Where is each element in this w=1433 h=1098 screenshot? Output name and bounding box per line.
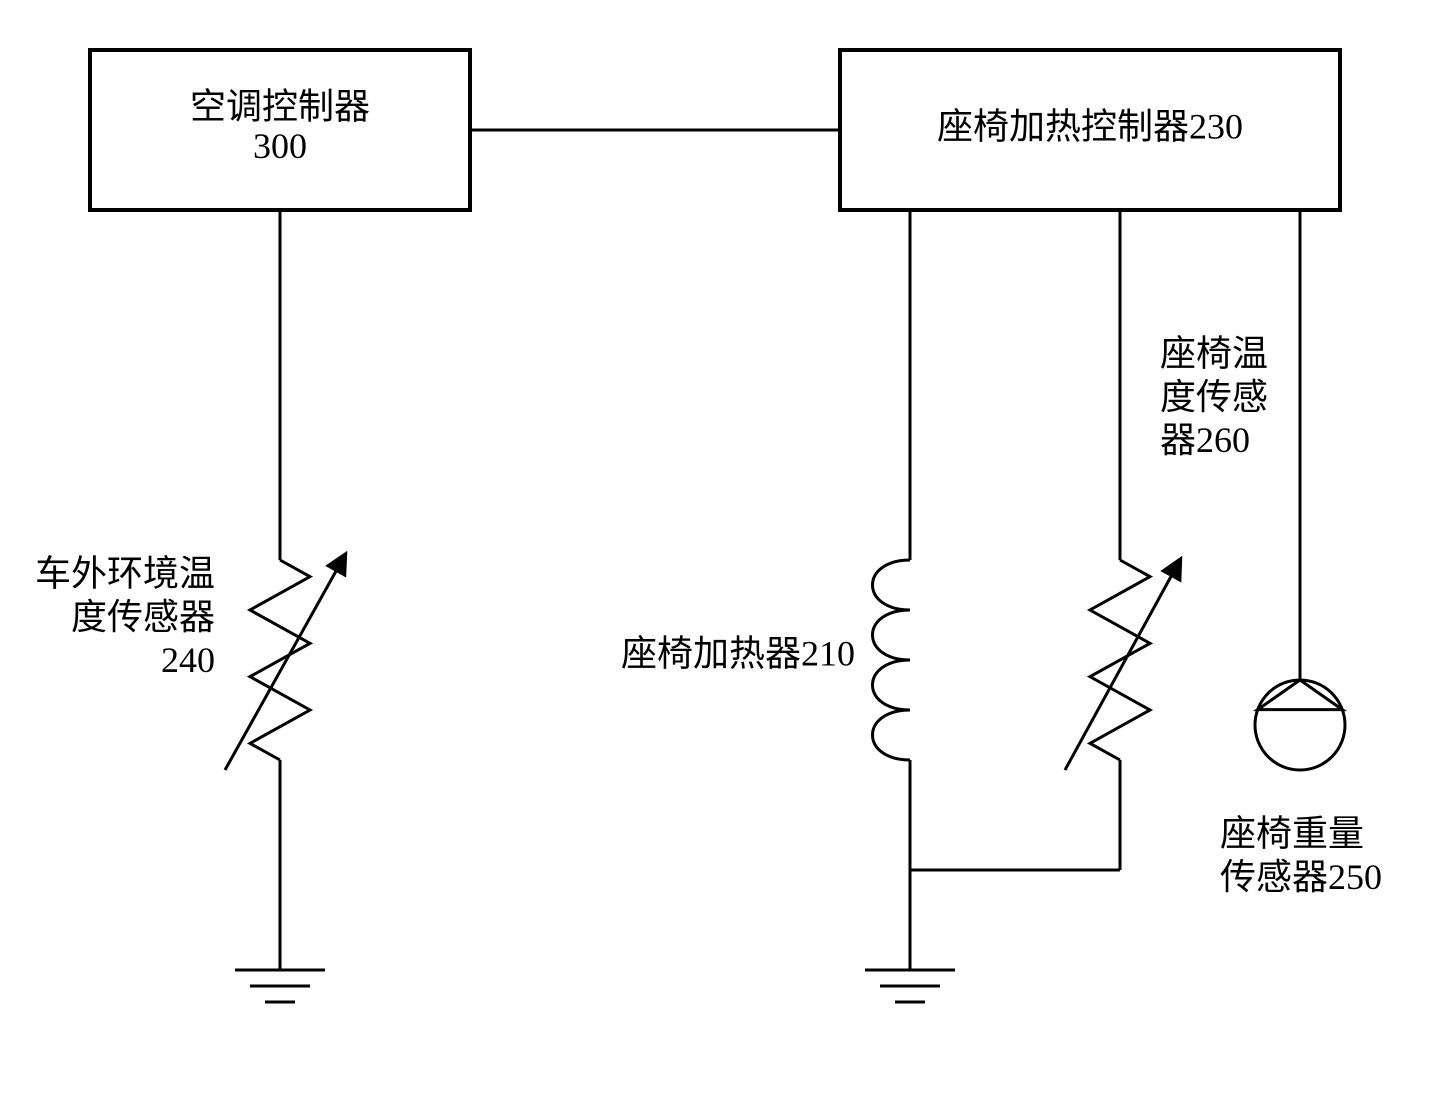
env-thermistor-arrow bbox=[225, 555, 345, 770]
seat-weight-label-line2: 传感器250 bbox=[1220, 857, 1382, 897]
seat-heater-label: 座椅加热器210 bbox=[621, 634, 855, 674]
seat-temp-label-line3: 器260 bbox=[1160, 420, 1250, 460]
weight-sensor-circle bbox=[1255, 680, 1345, 770]
seat-weight-label: 座椅重量传感器250 bbox=[1220, 814, 1382, 897]
seat-weight-label-line1: 座椅重量 bbox=[1220, 814, 1364, 854]
weight-sensor-triangle bbox=[1258, 680, 1343, 710]
ac-controller-box-label-2: 300 bbox=[253, 126, 307, 166]
env-thermistor bbox=[250, 560, 310, 760]
ac-controller-box-label-1: 空调控制器 bbox=[190, 86, 370, 126]
env-sensor-label-line2: 度传感器 bbox=[71, 597, 215, 637]
seat-temp-label-line1: 座椅温 bbox=[1160, 334, 1268, 374]
seat-thermistor bbox=[1090, 560, 1150, 760]
seat-temp-label: 座椅温度传感器260 bbox=[1160, 334, 1268, 460]
seat-heater-coil bbox=[873, 560, 911, 760]
env-sensor-label: 车外环境温度传感器240 bbox=[35, 554, 215, 680]
seat-temp-label-line2: 度传感 bbox=[1160, 377, 1268, 417]
env-sensor-label-line3: 240 bbox=[161, 640, 215, 680]
seat-controller-box-label: 座椅加热控制器230 bbox=[937, 106, 1243, 146]
seat-heater-label-line1: 座椅加热器210 bbox=[621, 634, 855, 674]
env-sensor-label-line1: 车外环境温 bbox=[35, 554, 215, 594]
